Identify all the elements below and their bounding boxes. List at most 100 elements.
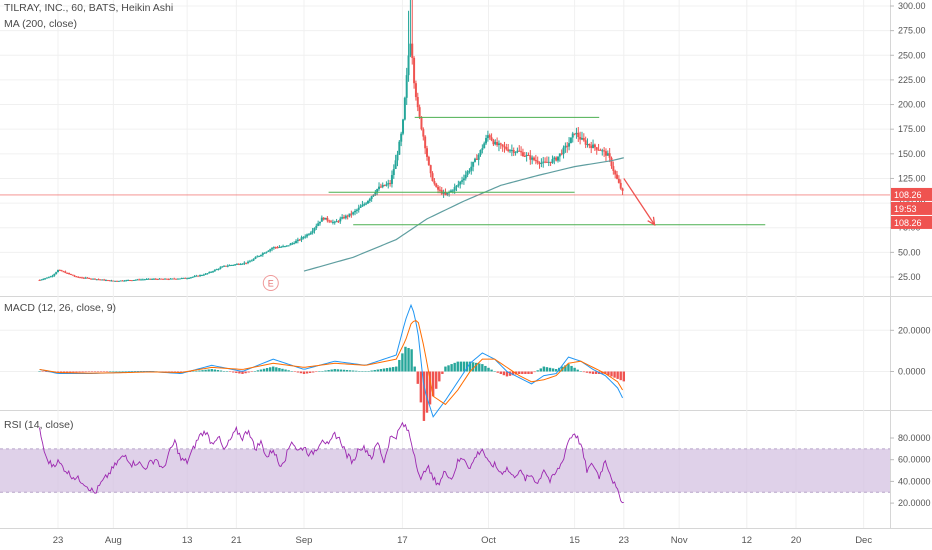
candle[interactable] xyxy=(542,156,545,168)
candle[interactable] xyxy=(62,270,65,273)
candle[interactable] xyxy=(531,155,534,165)
candle[interactable] xyxy=(311,227,314,235)
candle[interactable] xyxy=(593,143,596,152)
candle[interactable] xyxy=(346,214,349,220)
candle[interactable] xyxy=(235,263,238,265)
candle[interactable] xyxy=(57,269,59,273)
symbol-legend[interactable]: TILRAY, INC., 60, BATS, Heikin Ashi xyxy=(4,2,174,14)
candle[interactable] xyxy=(322,217,325,221)
candle[interactable] xyxy=(154,278,157,280)
candle[interactable] xyxy=(370,195,373,202)
candle[interactable] xyxy=(383,184,386,187)
earnings-marker[interactable]: E xyxy=(262,275,279,291)
candle[interactable] xyxy=(577,127,580,142)
candle[interactable] xyxy=(219,266,222,270)
ma-legend[interactable]: MA (200, close) xyxy=(4,18,77,30)
candle[interactable] xyxy=(566,142,569,153)
candle[interactable] xyxy=(132,279,135,281)
candle[interactable] xyxy=(108,280,111,282)
candle[interactable] xyxy=(127,279,130,282)
candle[interactable] xyxy=(503,141,506,153)
candle[interactable] xyxy=(271,247,274,252)
candle[interactable] xyxy=(529,150,532,165)
candle[interactable] xyxy=(53,273,56,277)
candle[interactable] xyxy=(44,277,47,280)
candle[interactable] xyxy=(234,263,237,266)
candle[interactable] xyxy=(258,255,261,258)
candle[interactable] xyxy=(141,278,144,281)
candle[interactable] xyxy=(324,217,327,220)
candle[interactable] xyxy=(560,149,563,156)
rsi-axis[interactable]: 80.0000 60.0000 40.0000 20.0000 xyxy=(898,433,931,508)
candle[interactable] xyxy=(99,279,102,281)
ma-200-line[interactable] xyxy=(303,157,624,272)
candle[interactable] xyxy=(151,278,154,280)
candle[interactable] xyxy=(106,279,109,282)
candle[interactable] xyxy=(328,219,331,224)
candle[interactable] xyxy=(337,220,340,223)
candle[interactable] xyxy=(149,278,152,280)
candle[interactable] xyxy=(285,245,288,248)
candle[interactable] xyxy=(457,180,460,188)
candle[interactable] xyxy=(389,179,392,187)
candle[interactable] xyxy=(365,201,368,206)
candle[interactable] xyxy=(472,161,475,172)
candle[interactable] xyxy=(158,278,161,280)
candle[interactable] xyxy=(361,200,364,207)
candle[interactable] xyxy=(509,149,512,154)
candle[interactable] xyxy=(477,153,480,166)
candle[interactable] xyxy=(187,277,190,279)
candle[interactable] xyxy=(226,264,229,268)
candle[interactable] xyxy=(64,270,67,274)
candle[interactable] xyxy=(341,214,344,220)
candle[interactable] xyxy=(208,271,211,274)
candle[interactable] xyxy=(278,245,281,249)
candle[interactable] xyxy=(103,278,106,281)
candle[interactable] xyxy=(300,235,303,243)
candle[interactable] xyxy=(200,274,203,277)
candle[interactable] xyxy=(612,161,615,175)
candle[interactable] xyxy=(564,142,567,153)
candle[interactable] xyxy=(536,156,539,165)
candle[interactable] xyxy=(573,133,576,136)
candle[interactable] xyxy=(169,278,172,280)
candle[interactable] xyxy=(402,118,405,136)
candle[interactable] xyxy=(49,275,52,278)
candle[interactable] xyxy=(352,211,355,216)
macd-axis[interactable]: 20.0000 0.0000 xyxy=(898,325,931,376)
candle[interactable] xyxy=(551,155,554,164)
candle[interactable] xyxy=(507,143,510,153)
candle[interactable] xyxy=(540,158,543,168)
candle[interactable] xyxy=(40,279,43,281)
candle[interactable] xyxy=(496,137,499,147)
candle[interactable] xyxy=(422,127,425,141)
candle[interactable] xyxy=(354,208,357,216)
candle[interactable] xyxy=(101,279,104,281)
candle[interactable] xyxy=(247,260,250,265)
candle[interactable] xyxy=(494,139,497,146)
candle[interactable] xyxy=(533,156,536,162)
candle[interactable] xyxy=(366,200,369,204)
candle[interactable] xyxy=(558,153,561,162)
candle[interactable] xyxy=(164,278,167,280)
candle[interactable] xyxy=(130,280,133,282)
candle[interactable] xyxy=(112,280,115,282)
candle[interactable] xyxy=(326,216,329,223)
candle[interactable] xyxy=(385,181,388,187)
candle[interactable] xyxy=(514,151,517,156)
candle[interactable] xyxy=(619,179,622,190)
candle[interactable] xyxy=(171,278,174,280)
candle[interactable] xyxy=(178,278,181,280)
candle[interactable] xyxy=(180,277,183,280)
candle[interactable] xyxy=(553,156,556,165)
candle[interactable] xyxy=(117,280,120,282)
candle[interactable] xyxy=(455,185,458,192)
ma-price-tag[interactable]: 108.26 xyxy=(891,215,932,229)
candle[interactable] xyxy=(381,182,384,189)
candle[interactable] xyxy=(518,145,521,152)
candle[interactable] xyxy=(134,279,137,281)
candle[interactable] xyxy=(143,278,146,281)
candle[interactable] xyxy=(590,141,593,154)
candle[interactable] xyxy=(490,133,493,142)
